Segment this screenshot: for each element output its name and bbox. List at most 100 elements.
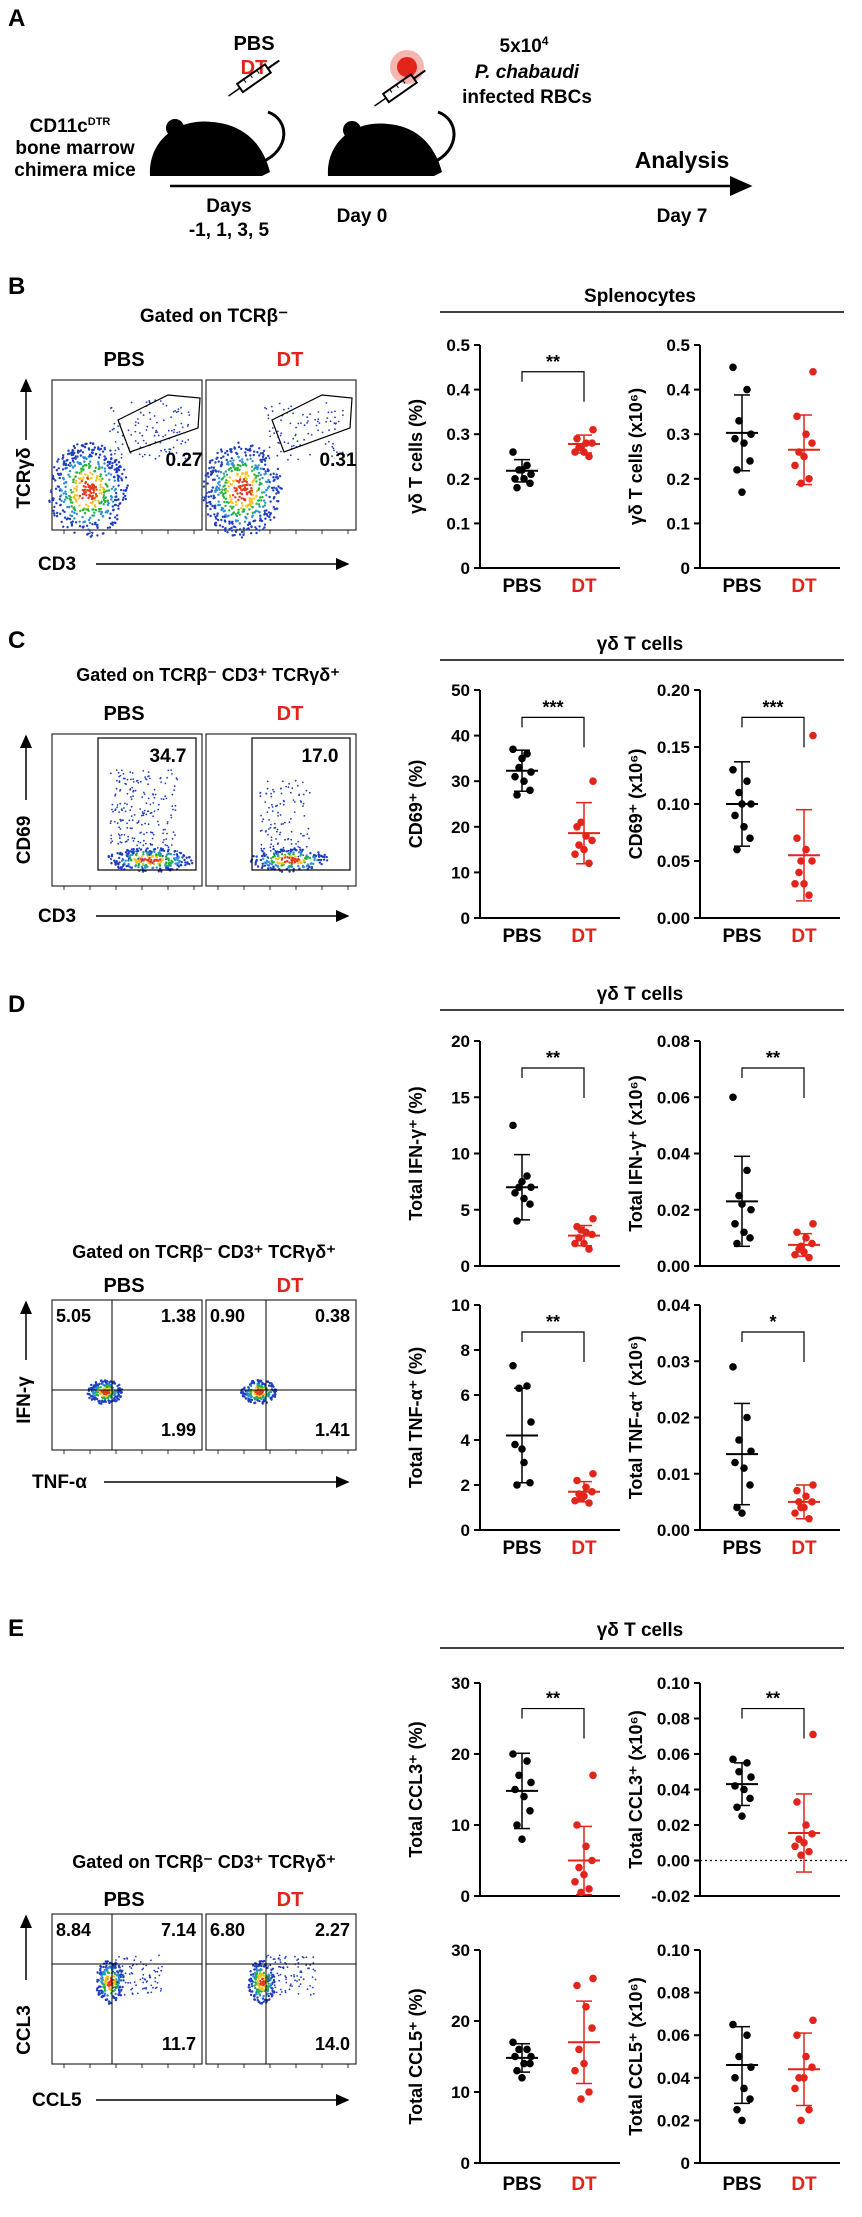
flow-event	[261, 1390, 264, 1393]
flow-event	[116, 1384, 119, 1388]
flow-event	[160, 798, 163, 800]
flow-event	[179, 851, 183, 855]
flow-event	[252, 453, 255, 457]
data-point-pbs	[511, 1785, 519, 1794]
flow-event	[262, 1974, 266, 1977]
flow-event	[271, 427, 274, 429]
flow-event	[111, 505, 115, 508]
data-point-pbs	[735, 1191, 743, 1200]
flow-event	[267, 1973, 270, 1976]
flow-dt-label: DT	[277, 349, 304, 371]
significance-label: **	[766, 1048, 780, 1068]
flow-event	[268, 819, 270, 821]
flow-event	[134, 430, 137, 433]
flow-event	[98, 453, 102, 456]
flow-event	[273, 853, 276, 856]
data-point-dt	[793, 1486, 801, 1495]
flow-event	[256, 467, 259, 471]
flow-event	[164, 828, 167, 831]
flow-event	[233, 468, 237, 471]
flow-event	[307, 420, 309, 422]
y-tick-label: 0.03	[657, 1352, 690, 1371]
significance-label: ***	[542, 697, 563, 717]
flow-event	[88, 1393, 91, 1396]
flow-event	[209, 502, 212, 506]
flow-event	[290, 791, 292, 794]
flow-xlabel: TNF-α	[32, 1472, 87, 1493]
flow-event	[218, 484, 221, 487]
flow-event	[254, 1390, 257, 1394]
flow-event	[125, 864, 128, 868]
flow-event	[302, 854, 305, 857]
flow-event	[98, 1402, 101, 1405]
flow-event	[267, 478, 270, 482]
flow-event	[110, 487, 114, 491]
flow-event	[62, 460, 66, 463]
flow-event	[213, 504, 216, 508]
flow-event	[112, 485, 115, 488]
flow-event	[111, 464, 114, 468]
data-point-pbs	[746, 2095, 754, 2103]
flow-event	[91, 473, 94, 476]
flow-event	[218, 524, 222, 527]
flow-event	[317, 851, 320, 854]
flow-event	[229, 459, 232, 463]
flow-event	[251, 491, 254, 494]
flow-event	[142, 791, 145, 794]
flow-event	[171, 773, 173, 775]
flow-event	[94, 453, 98, 456]
flow-event	[287, 866, 291, 869]
flow-event	[226, 453, 230, 456]
flow-event	[255, 494, 258, 498]
flow-event	[269, 850, 272, 852]
flow-event	[153, 788, 156, 791]
data-point-pbs	[509, 1750, 517, 1758]
y-tick-label: 0.10	[657, 795, 690, 814]
flow-event	[261, 1977, 264, 1981]
flow-event	[312, 1962, 315, 1964]
flow-event	[129, 854, 132, 857]
flow-event	[159, 1990, 162, 1992]
flow-event	[260, 847, 263, 850]
flow-event	[341, 451, 344, 454]
group-label: γδ T cells	[597, 634, 684, 655]
flow-event	[109, 2001, 112, 2005]
flow-event	[261, 865, 264, 868]
flow-event	[165, 404, 168, 407]
flow-event	[259, 518, 262, 521]
flow-event	[108, 1394, 112, 1398]
flow-event	[230, 507, 234, 510]
mouse-label-line3: chimera mice	[14, 160, 135, 181]
flow-event	[100, 479, 103, 483]
gate-label: Gated on TCRβ⁻ CD3⁺ TCRγδ⁺	[72, 1242, 335, 1262]
flow-event	[265, 853, 268, 856]
data-point-pbs	[747, 1205, 755, 1214]
panel-d-flow: D Gated on TCRβ⁻ CD3⁺ TCRγδ⁺ PBS DT 5.05…	[8, 984, 844, 1493]
flow-event	[282, 1967, 285, 1970]
flow-pbs-label: PBS	[103, 1275, 144, 1297]
flow-event	[98, 1382, 101, 1386]
flow-event	[108, 1400, 111, 1403]
flow-event	[91, 451, 94, 455]
flow-event	[108, 1986, 111, 1990]
flow-event	[246, 523, 250, 526]
flow-event	[185, 856, 188, 859]
flow-event	[278, 833, 281, 836]
y-tick-label: 0.04	[657, 1145, 691, 1164]
flow-event	[156, 431, 159, 433]
flow-event	[224, 520, 227, 523]
flow-event	[270, 1396, 273, 1399]
flow-event	[176, 854, 179, 858]
y-tick-label: 0.06	[657, 1088, 690, 1107]
flow-event	[116, 477, 120, 481]
flow-event	[254, 1978, 257, 1981]
flow-event	[249, 493, 253, 496]
flow-event	[73, 457, 76, 460]
flow-event	[173, 431, 175, 434]
gate-pct-dt: 0.31	[320, 450, 357, 471]
flow-event	[257, 510, 260, 513]
flow-event	[288, 1988, 291, 1991]
flow-event	[215, 489, 219, 492]
flow-event	[105, 1384, 108, 1387]
flow-event	[210, 470, 213, 473]
